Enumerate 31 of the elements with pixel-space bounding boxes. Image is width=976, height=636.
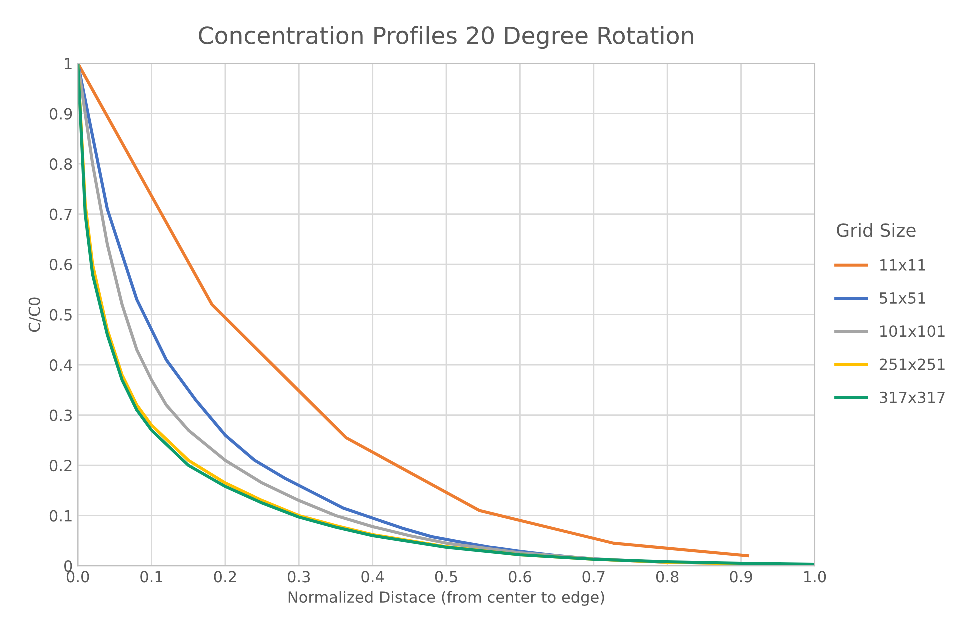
x-tick-label: 0.7 — [582, 571, 605, 583]
y-tick-label: 0.6 — [50, 259, 72, 271]
y-tick-label: 0 — [64, 560, 72, 572]
x-tick-label: 0.1 — [140, 571, 163, 583]
x-tick-label: 0.6 — [509, 571, 532, 583]
x-tick-label: 0.0 — [66, 571, 90, 583]
y-tick-label: 0.9 — [50, 108, 72, 120]
y-tick-label: 0.4 — [50, 360, 72, 372]
x-tick-label: 1.0 — [804, 571, 826, 583]
legend-label: 317x317 — [880, 392, 945, 404]
legend-label: 251x251 — [880, 358, 945, 370]
x-tick-label: 0.3 — [288, 571, 310, 583]
legend-label: 51x51 — [880, 292, 926, 304]
legend-label: 11x11 — [880, 260, 926, 271]
y-tick-label: 0.7 — [50, 208, 72, 220]
x-tick-label: 0.4 — [362, 571, 384, 583]
y-tick-label: 0.1 — [50, 510, 72, 522]
y-tick-label: 1 — [65, 58, 72, 70]
legend-title: Grid Size — [837, 223, 916, 238]
legend-label: 101x101 — [880, 326, 945, 338]
x-tick-label: 0.9 — [730, 571, 752, 583]
y-axis-title: C/C0 — [28, 298, 42, 332]
x-tick-label: 0.8 — [656, 571, 679, 583]
y-tick-label: 0.2 — [50, 460, 72, 472]
y-tick-label: 0.5 — [50, 309, 72, 321]
y-tick-label: 0.8 — [50, 158, 72, 170]
y-tick-label: 0.3 — [50, 410, 72, 422]
x-axis-title: Normalized Distace (from center to edge) — [288, 591, 604, 606]
chart-title: Concentration Profiles 20 Degree Rotation — [199, 26, 694, 50]
x-tick-label: 0.2 — [214, 571, 236, 583]
x-tick-label: 0.5 — [435, 571, 458, 583]
